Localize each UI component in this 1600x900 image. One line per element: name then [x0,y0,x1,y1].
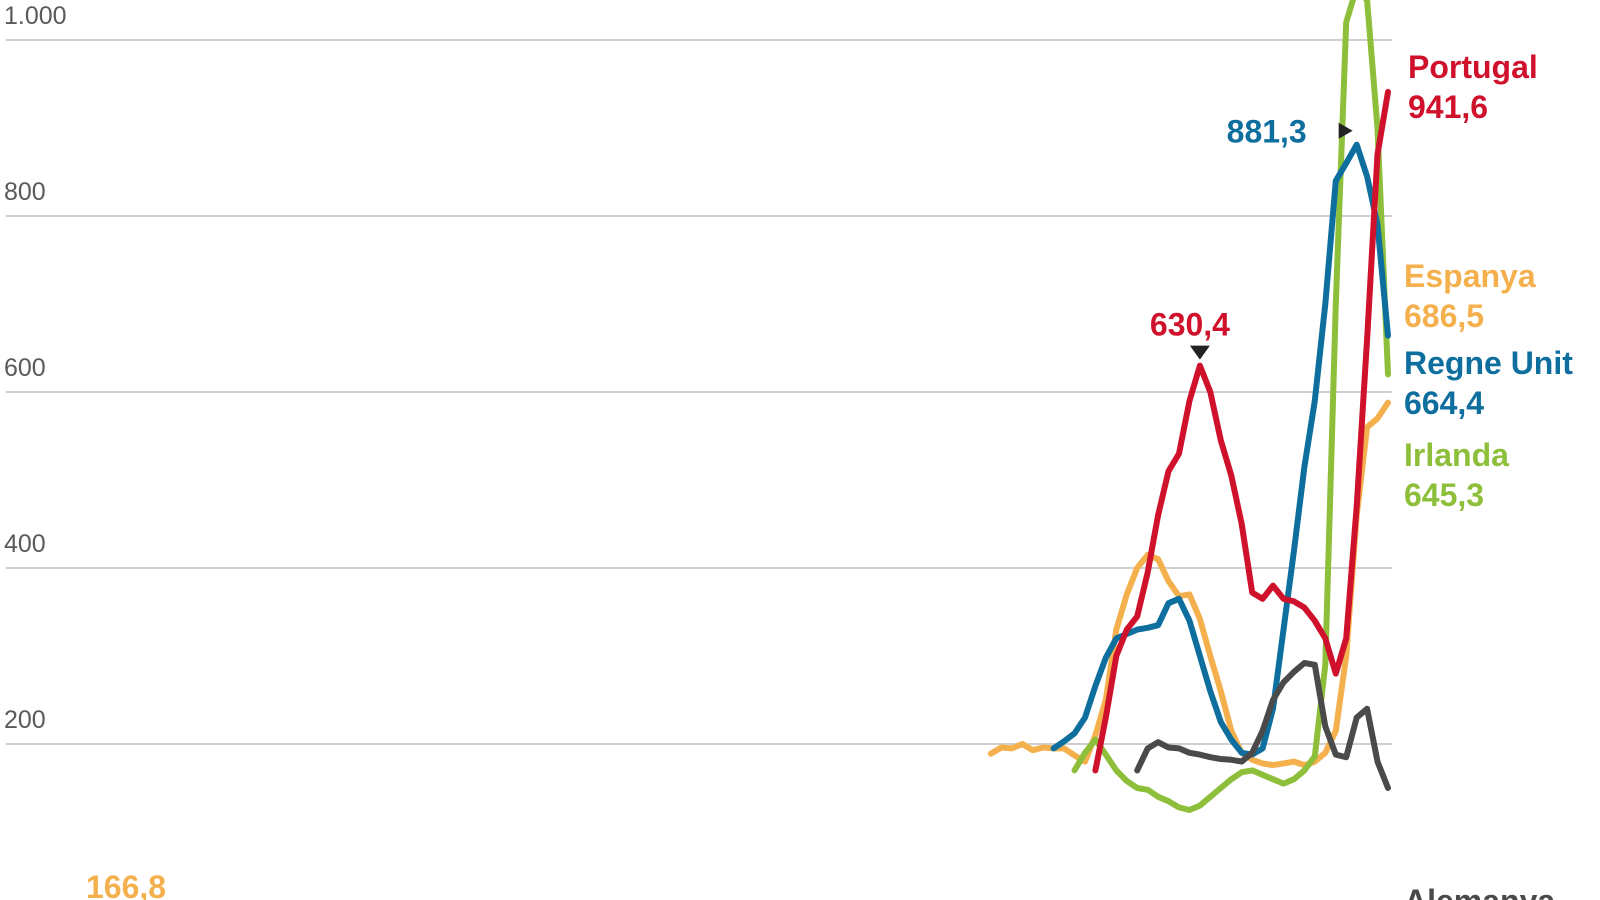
series-end-labels: Espanya 686,5 Irlanda 645,3 Regne Unit 664,4 P… [1404,49,1573,900]
series-name-label: Regne Unit [1404,345,1573,381]
y-tick-label: 1.000 [4,2,67,30]
series-value-label: 941,6 [1408,89,1488,125]
peak-marker [1338,122,1353,139]
y-tick-label: 400 [4,530,46,558]
peak-value-label: 881,3 [1227,114,1307,150]
series-value-label: 645,3 [1404,477,1484,513]
series-line-alemanya [1134,660,1391,791]
y-axis-ticks: 1.000 800 600 400 200 [4,2,67,734]
peak-value-label: 630,4 [1150,307,1230,343]
peak-marker [1189,345,1210,360]
series-line-irlanda [1071,0,1391,813]
series-value-label: 664,4 [1404,385,1484,421]
series-name-label: Irlanda [1404,437,1509,473]
annotations: 630,4 881,3 166,8 [86,114,1353,900]
series-value-label: 686,5 [1404,298,1484,334]
start-value-label: 166,8 [86,869,166,900]
series-line-regne-unit [1050,141,1391,758]
series-name-label: Portugal [1408,49,1538,85]
y-tick-label: 800 [4,178,46,206]
y-tick-label: 200 [4,706,46,734]
series-lines [987,0,1391,813]
series-name-label: Alemanya [1404,883,1555,900]
gridlines [6,39,1392,745]
series-name-label: Espanya [1404,258,1536,294]
series-line-portugal [1092,88,1391,774]
y-tick-label: 600 [4,354,46,382]
